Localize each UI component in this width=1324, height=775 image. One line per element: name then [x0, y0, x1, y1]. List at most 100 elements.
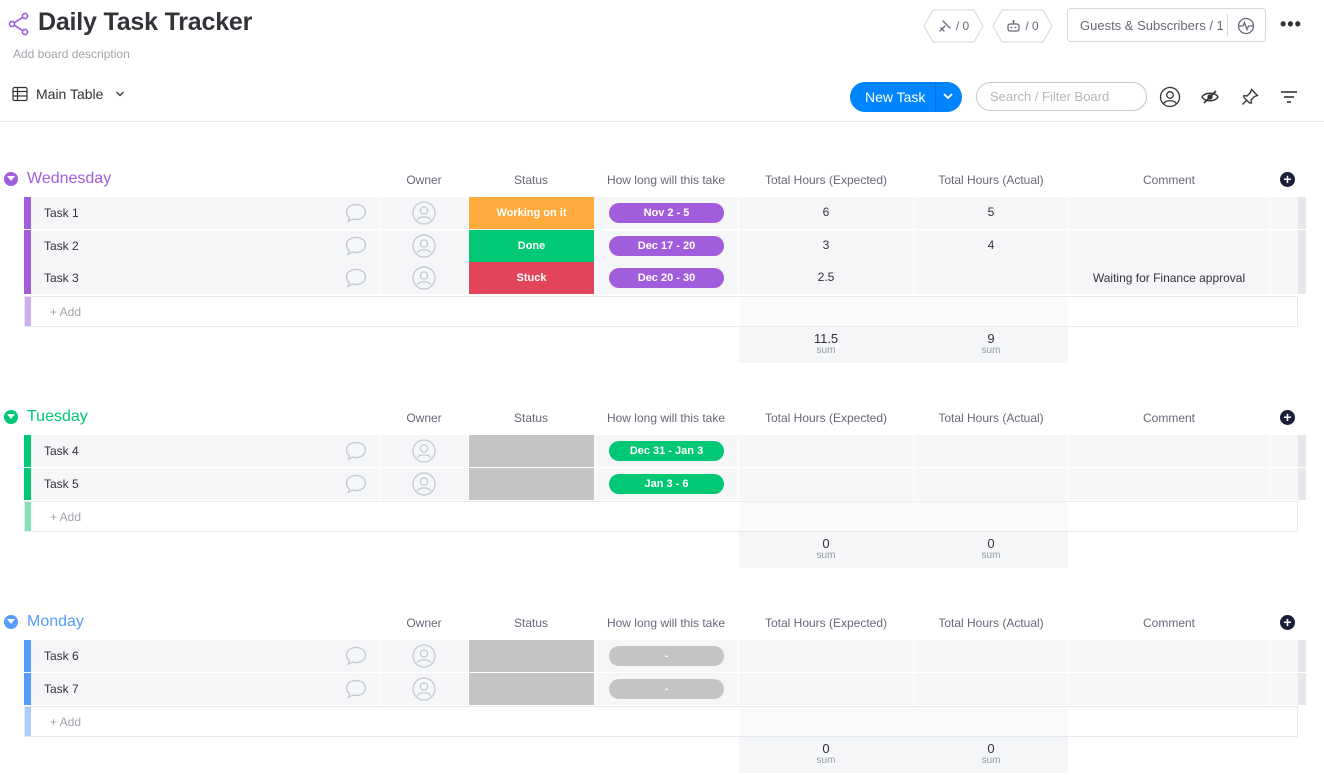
column-header[interactable]: Total Hours (Actual) [938, 616, 1044, 630]
timeline-pill[interactable]: Dec 17 - 20 [609, 235, 724, 256]
add-column-icon[interactable]: + [1280, 172, 1295, 187]
column-header[interactable]: Status [513, 411, 549, 425]
timeline-pill[interactable]: Jan 3 - 6 [609, 473, 724, 494]
search-filter-input[interactable] [976, 82, 1147, 111]
conversation-icon[interactable] [344, 235, 368, 257]
conversation-icon[interactable] [344, 440, 368, 462]
view-selector[interactable]: Main Table [12, 86, 125, 102]
item-name[interactable]: Task 2 [44, 238, 79, 253]
item-name[interactable]: Task 5 [44, 476, 79, 491]
column-header[interactable]: Comment [1142, 411, 1195, 425]
guests-subscribers-button[interactable]: Guests & Subscribers / 1 [1067, 8, 1266, 42]
status-cell[interactable] [469, 640, 594, 672]
new-task-button[interactable]: New Task [850, 82, 962, 112]
owner-avatar-icon[interactable] [412, 266, 436, 290]
cell-divider [380, 467, 381, 500]
column-header[interactable]: Status [513, 616, 549, 630]
table-row[interactable]: Task 3 Stuck Dec 20 - 30 2.5 Waiting for Fin… [24, 262, 1306, 294]
timeline-pill[interactable]: - [609, 678, 724, 699]
column-header[interactable]: Total Hours (Actual) [938, 411, 1044, 425]
column-header[interactable]: Total Hours (Actual) [938, 173, 1044, 187]
add-item-label[interactable]: + Add [50, 510, 82, 524]
more-options-icon[interactable]: ••• [1280, 14, 1302, 34]
timeline-pill[interactable]: Dec 20 - 30 [609, 268, 724, 288]
item-name[interactable]: Task 4 [44, 444, 79, 458]
group-title[interactable]: Tuesday [27, 408, 88, 425]
column-header[interactable]: Total Hours (Expected) [764, 173, 888, 187]
activity-counter[interactable]: / 0 [923, 9, 984, 43]
timeline-pill[interactable]: - [609, 646, 724, 666]
comment-cell[interactable]: Waiting for Finance approval [1092, 271, 1246, 285]
item-name[interactable]: Task 3 [44, 271, 79, 285]
owner-avatar-icon[interactable] [412, 439, 436, 463]
collapse-group-icon[interactable] [4, 172, 18, 186]
share-icon[interactable] [8, 12, 30, 36]
expected-hours[interactable]: 3 [822, 237, 830, 252]
column-header[interactable]: Total Hours (Expected) [764, 411, 888, 425]
conversation-icon[interactable] [344, 678, 368, 700]
sort-filter-icon[interactable] [1278, 86, 1300, 108]
group-title[interactable]: Wednesday [27, 170, 112, 187]
column-header[interactable]: How long will this take [606, 173, 726, 187]
table-row[interactable]: Task 1 Working on it Nov 2 - 5 6 5 [24, 197, 1306, 229]
status-cell[interactable] [469, 467, 594, 500]
conversation-icon[interactable] [344, 645, 368, 667]
column-header[interactable]: Total Hours (Expected) [764, 616, 888, 630]
conversation-icon[interactable] [344, 473, 368, 495]
cell-divider [595, 467, 596, 500]
expected-hours[interactable]: 2.5 [817, 270, 835, 284]
collapse-group-icon[interactable] [4, 410, 18, 424]
add-item-label[interactable]: + Add [50, 715, 82, 729]
column-header[interactable]: Owner [406, 411, 442, 425]
item-name[interactable]: Task 6 [44, 649, 79, 663]
group-title[interactable]: Monday [27, 613, 84, 630]
status-cell[interactable]: Done [469, 229, 594, 262]
add-item-row[interactable]: + Add [24, 295, 1298, 327]
table-row[interactable]: Task 5 Jan 3 - 6 [24, 467, 1306, 500]
add-item-row[interactable]: + Add [24, 501, 1298, 532]
group-color-stripe [24, 672, 31, 705]
expected-hours[interactable]: 6 [822, 205, 830, 219]
column-header[interactable]: Comment [1142, 173, 1195, 187]
pin-icon[interactable] [1239, 86, 1261, 108]
conversation-icon[interactable] [344, 202, 368, 224]
column-header[interactable]: Owner [406, 173, 442, 187]
status-cell[interactable] [469, 672, 594, 705]
column-header[interactable]: Comment [1142, 616, 1195, 630]
add-item-row[interactable]: + Add [24, 706, 1298, 737]
timeline-pill[interactable]: Dec 31 - Jan 3 [609, 441, 724, 461]
hide-columns-icon[interactable] [1199, 86, 1221, 108]
table-row[interactable]: Task 4 Dec 31 - Jan 3 [24, 435, 1306, 467]
add-item-label[interactable]: + Add [50, 304, 82, 319]
automations-counter[interactable]: / 0 [992, 9, 1053, 43]
chevron-down-icon[interactable] [942, 90, 954, 102]
person-filter-icon[interactable] [1159, 86, 1181, 108]
table-row[interactable]: Task 6 - [24, 640, 1306, 672]
status-cell[interactable]: Stuck [469, 262, 594, 294]
activity-log-icon[interactable] [1236, 16, 1256, 36]
status-cell[interactable] [469, 435, 594, 467]
table-row[interactable]: Task 2 Done Dec 17 - 20 3 4 [24, 229, 1306, 262]
column-header[interactable]: How long will this take [606, 411, 726, 425]
item-name[interactable]: Task 1 [44, 206, 79, 220]
add-column-icon[interactable]: + [1280, 410, 1295, 425]
column-header[interactable]: Status [513, 173, 549, 187]
timeline-pill[interactable]: Nov 2 - 5 [609, 203, 724, 223]
column-header[interactable]: How long will this take [606, 616, 726, 630]
owner-avatar-icon[interactable] [412, 644, 436, 668]
owner-avatar-icon[interactable] [412, 676, 436, 701]
add-column-icon[interactable]: + [1280, 615, 1295, 630]
actual-hours[interactable]: 5 [987, 205, 995, 219]
owner-avatar-icon[interactable] [412, 233, 436, 258]
conversation-icon[interactable] [344, 267, 368, 289]
actual-hours[interactable]: 4 [987, 237, 995, 252]
owner-avatar-icon[interactable] [412, 201, 436, 225]
board-description[interactable]: Add board description [13, 47, 130, 61]
table-row[interactable]: Task 7 - [24, 672, 1306, 705]
board-title[interactable]: Daily Task Tracker [38, 8, 253, 36]
collapse-group-icon[interactable] [4, 615, 18, 629]
owner-avatar-icon[interactable] [412, 471, 436, 496]
status-cell[interactable]: Working on it [469, 197, 594, 229]
column-header[interactable]: Owner [406, 616, 442, 630]
item-name[interactable]: Task 7 [44, 681, 79, 696]
